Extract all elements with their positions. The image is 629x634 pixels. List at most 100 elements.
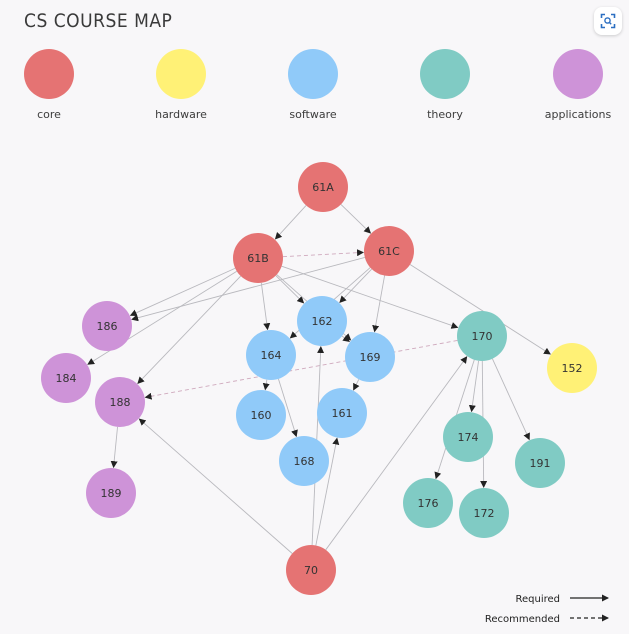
- edge-61C-162: [339, 268, 373, 303]
- course-label: 61C: [378, 245, 400, 258]
- course-circle: [317, 388, 367, 438]
- course-node-188[interactable]: 188: [95, 377, 145, 427]
- legend-label-core: core: [37, 108, 61, 121]
- legend-item-hardware[interactable]: hardware: [155, 49, 207, 121]
- course-label: 164: [261, 349, 282, 362]
- course-label: 174: [458, 431, 479, 444]
- course-node-162[interactable]: 162: [297, 296, 347, 346]
- course-label: 186: [97, 320, 118, 333]
- course-label: 169: [360, 351, 381, 364]
- legend-item-theory[interactable]: theory: [420, 49, 470, 121]
- course-label: 61A: [312, 181, 334, 194]
- edge-61B-164: [260, 282, 271, 331]
- course-node-169[interactable]: 169: [345, 332, 395, 382]
- nodes-layer: 61A 61B 61C 70 152 162 164 169 160 161 168 170 174 19…: [41, 162, 597, 595]
- edge-164-168: [278, 378, 298, 438]
- course-circle: [236, 390, 286, 440]
- course-label: 61B: [247, 252, 269, 265]
- course-label: 168: [294, 455, 315, 468]
- legend-swatch-hardware: [156, 49, 206, 99]
- course-circle: [364, 226, 414, 276]
- course-label: 70: [304, 564, 318, 577]
- edge-61C-186: [131, 256, 365, 322]
- course-node-191[interactable]: 191: [515, 438, 565, 488]
- course-circle: [403, 478, 453, 528]
- course-node-161[interactable]: 161: [317, 388, 367, 438]
- course-node-174[interactable]: 174: [443, 412, 493, 462]
- course-label: 162: [312, 315, 333, 328]
- course-circle: [345, 332, 395, 382]
- course-node-184[interactable]: 184: [41, 353, 91, 403]
- course-circle: [95, 377, 145, 427]
- legend-swatch-applications: [553, 49, 603, 99]
- course-node-70[interactable]: 70: [286, 545, 336, 595]
- edge-61B-170: [281, 265, 459, 329]
- legend-item-software[interactable]: software: [288, 49, 338, 121]
- edge-170-191: [491, 358, 530, 441]
- course-node-160[interactable]: 160: [236, 390, 286, 440]
- course-circle: [457, 311, 507, 361]
- course-node-176[interactable]: 176: [403, 478, 453, 528]
- edge-61B-61C: [282, 249, 365, 258]
- course-circle: [443, 412, 493, 462]
- legend-label-software: software: [289, 108, 336, 121]
- course-circle: [297, 296, 347, 346]
- edge-61B-188: [137, 275, 242, 384]
- course-label: 160: [251, 409, 272, 422]
- course-circle: [547, 343, 597, 393]
- fullscreen-button[interactable]: [594, 7, 622, 35]
- course-circle: [459, 488, 509, 538]
- legend-item-applications[interactable]: applications: [545, 49, 612, 121]
- edge-169-161: [353, 379, 360, 391]
- course-circle: [515, 438, 565, 488]
- course-circle: [41, 353, 91, 403]
- legend-item-core[interactable]: core: [24, 49, 74, 121]
- course-label: 184: [56, 372, 77, 385]
- course-node-164[interactable]: 164: [246, 330, 296, 380]
- course-circle: [298, 162, 348, 212]
- legend-label-theory: theory: [427, 108, 463, 121]
- course-circle: [86, 468, 136, 518]
- course-label: 189: [101, 487, 122, 500]
- course-node-61C[interactable]: 61C: [364, 226, 414, 276]
- legend-swatch-theory: [420, 49, 470, 99]
- category-legend: core hardware software theory applications: [24, 49, 611, 121]
- edge-61C-152: [409, 264, 551, 355]
- course-node-170[interactable]: 170: [457, 311, 507, 361]
- course-label: 161: [332, 407, 353, 420]
- course-label: 170: [472, 330, 493, 343]
- course-node-186[interactable]: 186: [82, 301, 132, 351]
- course-node-61B[interactable]: 61B: [233, 233, 283, 283]
- course-node-61A[interactable]: 61A: [298, 162, 348, 212]
- course-node-152[interactable]: 152: [547, 343, 597, 393]
- edge-164-160: [262, 379, 270, 391]
- page-title: CS COURSE MAP: [24, 10, 173, 32]
- course-label: 188: [110, 396, 131, 409]
- edge-key: Required Recommended: [485, 594, 609, 625]
- legend-swatch-software: [288, 49, 338, 99]
- course-label: 172: [474, 507, 495, 520]
- course-circle: [286, 545, 336, 595]
- course-label: 191: [530, 457, 551, 470]
- fullscreen-icon: [600, 13, 616, 29]
- key-recommended-label: Recommended: [485, 614, 560, 625]
- course-node-172[interactable]: 172: [459, 488, 509, 538]
- course-circle: [233, 233, 283, 283]
- legend-label-hardware: hardware: [155, 108, 207, 121]
- course-node-189[interactable]: 189: [86, 468, 136, 518]
- edge-70-170: [325, 356, 468, 551]
- edge-61B-186: [129, 267, 236, 317]
- key-required-label: Required: [515, 594, 560, 605]
- edge-170-174: [468, 360, 480, 413]
- edge-170-188: [144, 340, 458, 400]
- course-node-168[interactable]: 168: [279, 436, 329, 486]
- edge-162-169: [341, 334, 351, 342]
- edge-70-161: [315, 437, 340, 546]
- course-circle: [246, 330, 296, 380]
- course-circle: [279, 436, 329, 486]
- edge-188-189: [110, 426, 118, 469]
- edge-61A-61C: [340, 204, 372, 234]
- course-circle: [82, 301, 132, 351]
- edge-70-188: [138, 418, 293, 554]
